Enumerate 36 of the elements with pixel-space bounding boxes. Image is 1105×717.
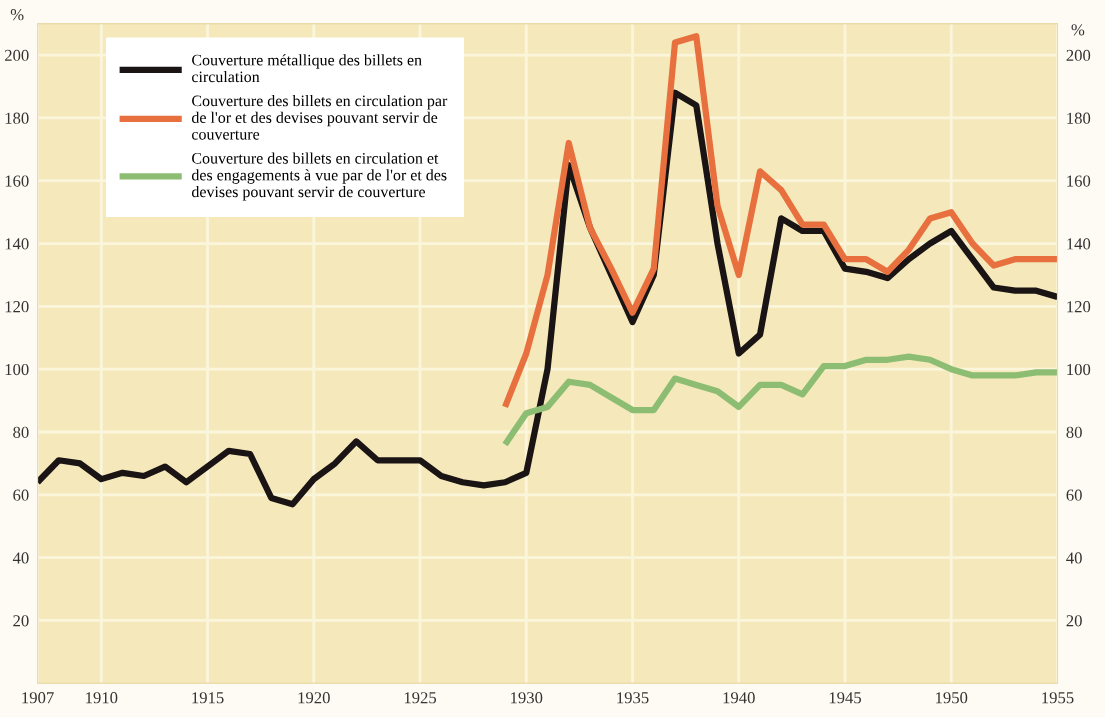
y-tick-label: 100 (5, 363, 29, 376)
y-tick-label: 140 (5, 238, 29, 250)
y-tick-label: 40 (12, 552, 29, 564)
x-tick-label: 1925 (404, 692, 437, 704)
y2-tick-label: 120 (1067, 301, 1091, 313)
legend-label: Couverture des billets en circulation par de l'or et des devises pouvant servir de couverture (191, 95, 448, 140)
x-tick-label: 1907 (22, 692, 54, 704)
x-tick-label: 1920 (298, 692, 330, 704)
x-tick-label: 1950 (936, 692, 968, 704)
y2-tick-label: 40 (1066, 552, 1082, 564)
x-tick-label: 1915 (192, 692, 224, 704)
x-tick-label: 1930 (511, 692, 543, 704)
y-tick-label: 80 (13, 426, 29, 438)
y2-axis-title: % (1071, 24, 1085, 36)
y2-tick-label: 100 (1067, 363, 1091, 376)
x-tick-label: 1910 (86, 692, 118, 704)
y-tick-label: 200 (4, 49, 29, 62)
x-tick-label: 1940 (723, 692, 755, 704)
y2-tick-label: 160 (1067, 175, 1091, 187)
legend-label: Couverture métallique des billets en circulation (192, 54, 422, 83)
y2-tick-label: 80 (1066, 426, 1082, 438)
y2-tick-label: 20 (1066, 615, 1082, 627)
y-axis-title: % (10, 9, 24, 21)
y-tick-label: 60 (13, 489, 29, 501)
y-tick-label: 120 (5, 301, 29, 313)
y-tick-label: 180 (5, 112, 29, 124)
y-tick-label: 20 (13, 615, 29, 627)
legend-label: Couverture des billets en circulation et des engagements à vue par de l'or et des devises pouvant servir de couverture (191, 152, 447, 201)
x-tick-label: 1955 (1042, 692, 1074, 704)
y-tick-label: 160 (5, 175, 29, 187)
x-tick-label: 1945 (829, 692, 862, 704)
y2-tick-label: 200 (1066, 49, 1091, 62)
x-tick-label: 1935 (617, 692, 649, 704)
y2-tick-label: 60 (1066, 489, 1082, 501)
y2-tick-label: 180 (1067, 112, 1091, 124)
y2-tick-label: 140 (1067, 238, 1091, 250)
